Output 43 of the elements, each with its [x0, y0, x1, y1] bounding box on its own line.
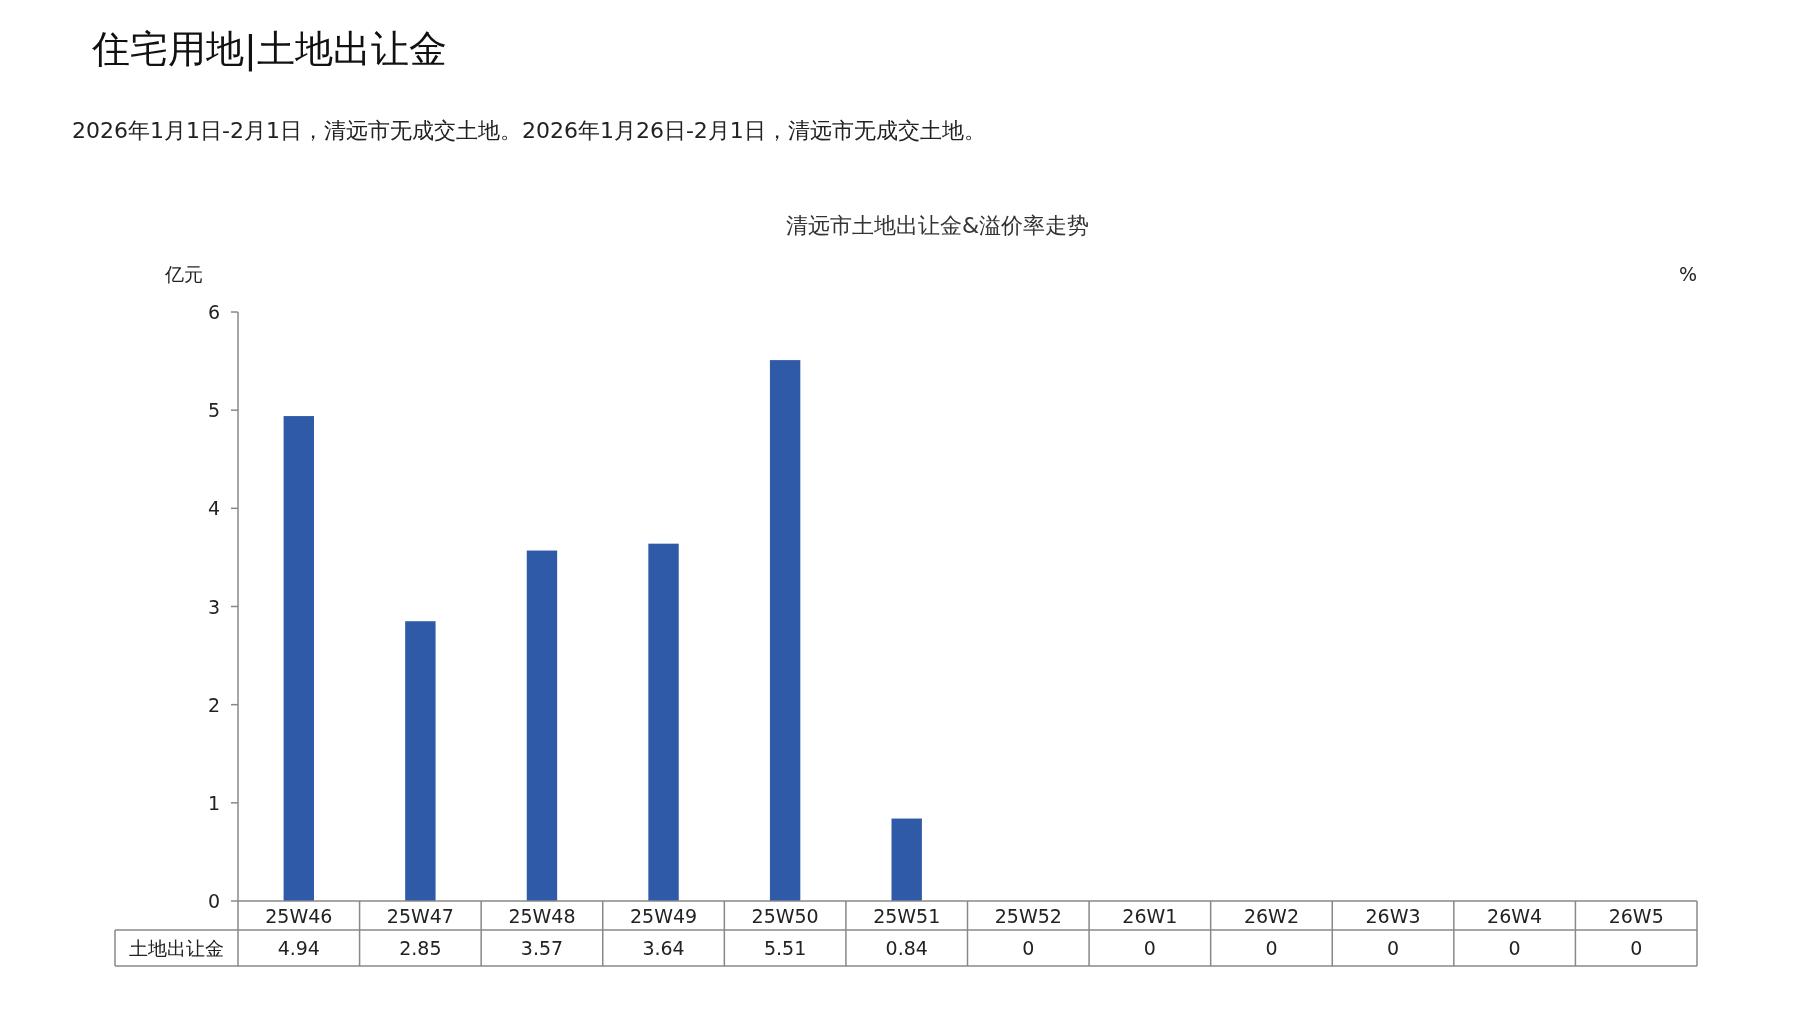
- chart-title: 住宅用地|土地出让金: [91, 27, 447, 72]
- data-label: 0.84: [885, 937, 928, 959]
- bar: [769, 360, 801, 901]
- y-tick-label: 5: [207, 399, 220, 422]
- bar: [526, 550, 558, 901]
- data-label: 0: [1143, 937, 1156, 959]
- data-label: 5.51: [763, 937, 807, 959]
- bar: [283, 416, 314, 901]
- x-tick-label: 25W51: [873, 905, 941, 927]
- x-tick-label: 25W48: [508, 905, 576, 927]
- y-tick-label: 3: [207, 595, 220, 618]
- text: 土地出让金: [129, 937, 224, 959]
- x-tick-label: 26W5: [1608, 905, 1664, 927]
- x-tick-label: 26W3: [1365, 905, 1421, 927]
- data-label: 3.57: [520, 937, 564, 959]
- data-label: 0: [1508, 937, 1521, 959]
- x-tick-label: 25W46: [265, 905, 333, 927]
- x-tick-label: 26W4: [1487, 905, 1543, 927]
- y-tick-label: 4: [207, 497, 220, 520]
- y-axis-title: 亿元: [164, 263, 203, 285]
- x-tick-label: 26W1: [1122, 905, 1178, 927]
- data-label: 2.85: [399, 937, 442, 959]
- y-tick-label: 6: [207, 301, 220, 323]
- data-label: 0: [1630, 937, 1643, 959]
- data-label: 3.64: [642, 937, 685, 959]
- bar: [648, 543, 679, 901]
- data-label: 4.94: [277, 937, 320, 959]
- data-label: 0: [1386, 937, 1400, 959]
- x-tick-label: 25W52: [994, 905, 1062, 927]
- x-tick-label: 25W49: [629, 905, 698, 927]
- chart-subtitle: 清远市土地出让金&溢价率走势: [785, 213, 1090, 238]
- data-label: 0: [1265, 937, 1278, 959]
- x-tick-label: 26W2: [1243, 905, 1299, 927]
- bar: [405, 621, 436, 901]
- data-label: 0: [1022, 937, 1035, 959]
- x-tick-label: 25W47: [386, 905, 454, 927]
- x-tick-label: 25W50: [751, 905, 819, 927]
- y-tick-label: 0: [207, 890, 220, 912]
- bar: [891, 818, 922, 901]
- text: 2026年1月1日-2月1日，清远市无成交土地。2026年1月26日-2月1日，清远市无成交土地。: [72, 118, 986, 143]
- y-tick-label: 2: [207, 693, 220, 716]
- y2-axis-title: %: [1678, 263, 1698, 285]
- y-tick-label: 1: [207, 791, 220, 814]
